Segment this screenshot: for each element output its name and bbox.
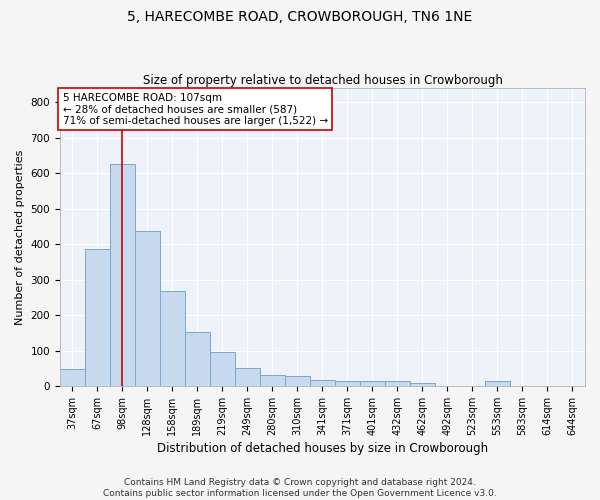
Bar — [285, 376, 310, 386]
Bar — [410, 383, 435, 386]
Bar — [135, 230, 160, 386]
Bar — [110, 164, 135, 386]
Bar — [310, 380, 335, 386]
X-axis label: Distribution of detached houses by size in Crowborough: Distribution of detached houses by size … — [157, 442, 488, 455]
Bar — [360, 382, 385, 386]
Title: Size of property relative to detached houses in Crowborough: Size of property relative to detached ho… — [143, 74, 502, 87]
Text: 5 HARECOMBE ROAD: 107sqm
← 28% of detached houses are smaller (587)
71% of semi-: 5 HARECOMBE ROAD: 107sqm ← 28% of detach… — [62, 92, 328, 126]
Bar — [85, 250, 110, 386]
Bar — [160, 291, 185, 386]
Bar — [485, 382, 510, 386]
Bar — [235, 368, 260, 386]
Text: 5, HARECOMBE ROAD, CROWBOROUGH, TN6 1NE: 5, HARECOMBE ROAD, CROWBOROUGH, TN6 1NE — [127, 10, 473, 24]
Bar — [185, 332, 210, 386]
Bar — [385, 382, 410, 386]
Bar — [60, 369, 85, 386]
Bar — [335, 382, 360, 386]
Y-axis label: Number of detached properties: Number of detached properties — [15, 150, 25, 325]
Text: Contains HM Land Registry data © Crown copyright and database right 2024.
Contai: Contains HM Land Registry data © Crown c… — [103, 478, 497, 498]
Bar — [210, 352, 235, 386]
Bar — [260, 376, 285, 386]
